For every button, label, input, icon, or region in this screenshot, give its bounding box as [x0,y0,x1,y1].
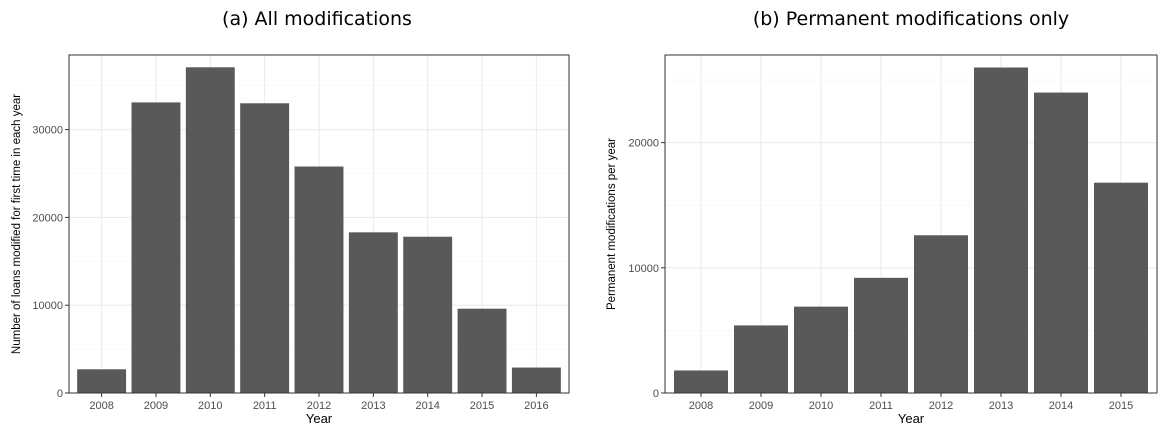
x-tick-label: 2016 [524,400,548,412]
x-tick-label: 2010 [809,400,833,412]
bar-2013 [348,232,398,393]
bar-2014 [1034,92,1088,394]
bar-2015 [1094,182,1148,393]
x-tick-label: 2013 [361,400,385,412]
plot-frame [664,54,1158,394]
x-tick-label: 2014 [1049,400,1073,412]
chart-panel-all-modifications: (a) All modifications 0 10000 20000 30000 2… [11,8,570,426]
chart-panel-permanent-modifications: (b) Permanent modifications only 0 10000 2… [606,8,1158,426]
x-tick-label: 2009 [749,400,773,412]
x-tick-label: 2012 [307,400,331,412]
x-tick-label: 2008 [689,400,713,412]
x-axis: 2008 2009 2010 2011 2012 2013 2014 2015 [689,393,1133,412]
bar-2015 [457,308,507,393]
bar-2011 [854,277,908,393]
bars [77,67,561,394]
y-tick-label: 10000 [32,300,63,312]
x-tick-label: 2011 [869,400,893,412]
x-tick-label: 2015 [1109,400,1133,412]
bar-2010 [794,306,848,393]
y-tick-label: 0 [653,388,659,400]
x-tick-label: 2015 [470,400,494,412]
x-axis: 2008 2009 2010 2011 2012 2013 2014 2015 2016 [89,393,549,412]
bar-2008 [674,370,728,393]
bar-2016 [511,367,561,393]
x-tick-label: 2010 [198,400,222,412]
chart-title: (b) Permanent modifications only [753,8,1069,30]
y-tick-label: 10000 [628,263,659,275]
x-tick-label: 2014 [415,400,439,412]
y-axis: 0 10000 20000 [628,138,665,400]
bar-2010 [185,67,235,394]
y-axis: 0 10000 20000 30000 [32,125,69,400]
y-axis-label: Number of loans modified for first time … [11,94,23,354]
bar-2011 [240,103,290,394]
bars [674,67,1148,394]
x-tick-label: 2011 [253,400,277,412]
x-tick-label: 2008 [89,400,113,412]
x-tick-label: 2012 [929,400,953,412]
x-axis-label: Year [306,411,333,426]
x-tick-label: 2013 [989,400,1013,412]
x-axis-label: Year [898,411,925,426]
bar-2013 [974,67,1028,393]
bar-2014 [403,236,453,393]
x-tick-label: 2009 [144,400,168,412]
bar-2009 [131,102,181,394]
bar-2012 [914,235,968,393]
bar-2012 [294,166,344,393]
y-tick-label: 20000 [628,138,659,150]
chart-title: (a) All modifications [222,8,412,30]
y-tick-label: 0 [57,388,63,400]
y-tick-label: 30000 [32,125,63,137]
bar-2009 [734,325,788,393]
y-tick-label: 20000 [32,212,63,224]
bar-2008 [77,369,127,393]
y-axis-label: Permanent modifications per year [606,138,618,310]
